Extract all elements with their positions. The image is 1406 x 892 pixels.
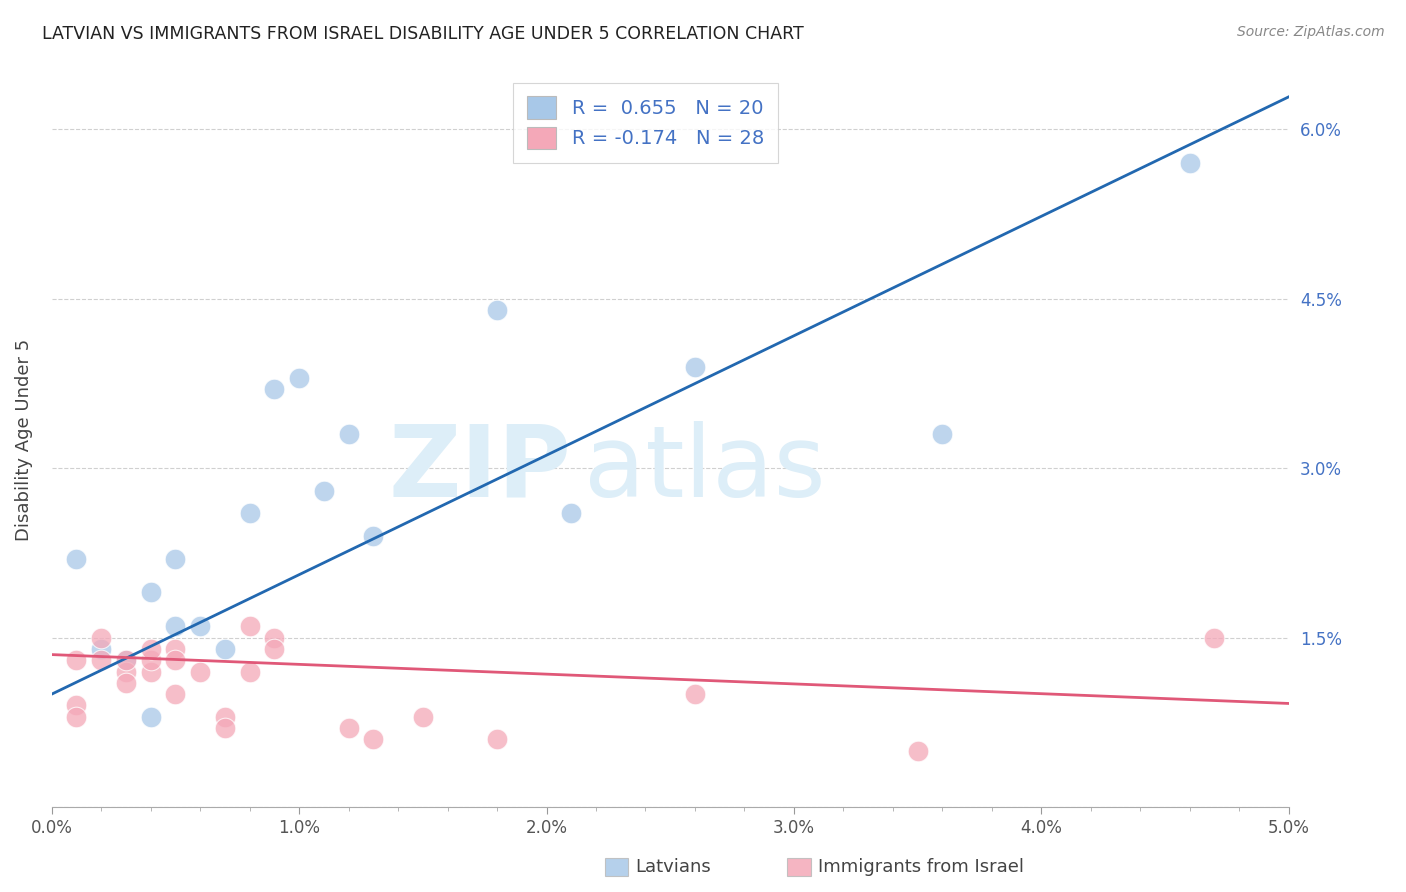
Point xyxy=(165,642,187,657)
Point xyxy=(363,529,385,543)
Point xyxy=(115,653,138,667)
Point xyxy=(312,483,335,498)
Point xyxy=(115,676,138,690)
Point xyxy=(115,665,138,679)
Point xyxy=(907,743,929,757)
Text: atlas: atlas xyxy=(583,421,825,518)
Point xyxy=(165,687,187,701)
Point xyxy=(165,551,187,566)
Point xyxy=(65,551,87,566)
Legend: R =  0.655   N = 20, R = -0.174   N = 28: R = 0.655 N = 20, R = -0.174 N = 28 xyxy=(513,83,778,162)
Point xyxy=(65,698,87,713)
Point xyxy=(239,507,262,521)
Point xyxy=(115,653,138,667)
Point xyxy=(288,371,311,385)
Point xyxy=(188,665,211,679)
Point xyxy=(239,665,262,679)
Point xyxy=(683,359,706,374)
Point xyxy=(560,507,582,521)
Point xyxy=(263,631,285,645)
Point xyxy=(214,642,236,657)
Point xyxy=(165,653,187,667)
Point xyxy=(139,653,162,667)
Point xyxy=(1178,156,1201,170)
Point xyxy=(239,619,262,633)
Point xyxy=(931,427,953,442)
Point xyxy=(90,631,112,645)
Point xyxy=(1204,631,1226,645)
Point xyxy=(188,619,211,633)
Point xyxy=(139,709,162,723)
Point xyxy=(337,427,360,442)
Point xyxy=(412,709,434,723)
Text: Source: ZipAtlas.com: Source: ZipAtlas.com xyxy=(1237,25,1385,39)
Point xyxy=(90,642,112,657)
Point xyxy=(90,653,112,667)
Point xyxy=(263,382,285,396)
Text: Latvians: Latvians xyxy=(636,858,711,876)
Text: LATVIAN VS IMMIGRANTS FROM ISRAEL DISABILITY AGE UNDER 5 CORRELATION CHART: LATVIAN VS IMMIGRANTS FROM ISRAEL DISABI… xyxy=(42,25,804,43)
Text: Immigrants from Israel: Immigrants from Israel xyxy=(818,858,1025,876)
Point xyxy=(363,732,385,747)
Point xyxy=(263,642,285,657)
Point xyxy=(139,642,162,657)
Point xyxy=(683,687,706,701)
Point xyxy=(337,721,360,735)
Point xyxy=(65,653,87,667)
Point xyxy=(214,721,236,735)
Point xyxy=(139,665,162,679)
Point xyxy=(165,619,187,633)
Point xyxy=(486,732,509,747)
Point xyxy=(214,709,236,723)
Text: ZIP: ZIP xyxy=(388,421,571,518)
Point xyxy=(139,585,162,599)
Point xyxy=(486,303,509,318)
Point xyxy=(65,709,87,723)
Y-axis label: Disability Age Under 5: Disability Age Under 5 xyxy=(15,339,32,541)
